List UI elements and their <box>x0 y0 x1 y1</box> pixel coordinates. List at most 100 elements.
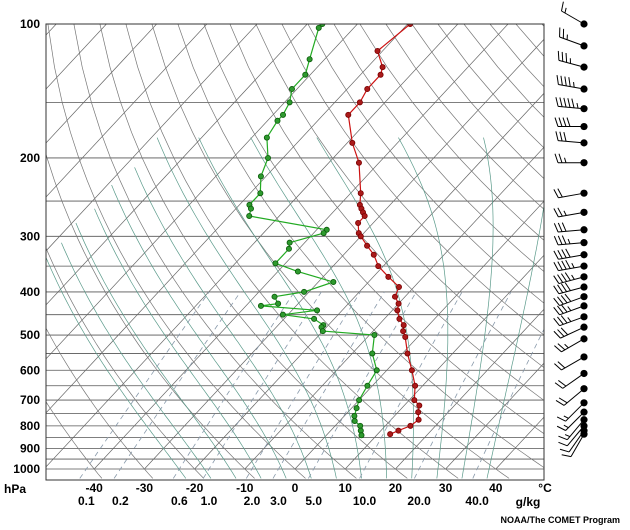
dewpoint-point <box>257 173 264 180</box>
dry-adiabat-line <box>177 24 544 469</box>
wind-barb-feather <box>559 131 563 142</box>
dewpoint-point <box>265 154 272 161</box>
wind-barb-feather <box>564 272 571 281</box>
wind-barb <box>561 430 588 458</box>
wind-barb-feather <box>564 76 567 86</box>
temperature-point <box>355 219 362 226</box>
wind-barb-staff <box>558 265 585 272</box>
temperature-point <box>356 99 363 106</box>
wind-barb-staff <box>561 338 585 353</box>
wind-barb <box>554 369 588 389</box>
pressure-tick-label: 400 <box>20 285 40 299</box>
pressure-tick-label: 600 <box>20 363 40 377</box>
temperature-point <box>364 242 371 249</box>
wind-barb <box>553 248 588 260</box>
wind-barb-feather <box>566 117 571 127</box>
dry-adiabat-line <box>463 24 544 118</box>
wind-barb-staff <box>560 326 585 339</box>
wind-barb-feather <box>560 295 568 304</box>
temperature-point <box>357 233 364 240</box>
wind-barb-staff <box>563 388 585 406</box>
temperature-point <box>411 397 418 404</box>
wind-barb-half-feather <box>571 274 575 280</box>
dewpoint-point <box>369 350 376 357</box>
wind-barb-half-feather <box>564 434 571 438</box>
wind-barb-feather <box>559 448 570 453</box>
wind-barb-half-feather <box>564 343 569 349</box>
wind-barb <box>553 313 588 327</box>
wind-barb-dot <box>580 42 588 50</box>
temperature-point <box>402 333 409 340</box>
temperature-point <box>392 293 399 300</box>
dry-adiabat-line <box>333 24 544 272</box>
wind-barb <box>554 353 588 371</box>
moist-adiabat-line <box>94 208 262 479</box>
wind-barb-staff <box>565 402 585 422</box>
wind-barb-feather <box>567 98 571 108</box>
isotherm-line <box>46 24 308 306</box>
wind-barb-feather <box>554 117 559 127</box>
temperature-point <box>415 416 422 423</box>
moist-adiabat-line <box>461 137 494 479</box>
dewpoint-point <box>263 134 270 141</box>
isotherm-line <box>495 416 544 470</box>
temperature-point <box>395 300 402 307</box>
dewpoint-point <box>286 239 293 246</box>
isotherm-line <box>294 200 544 470</box>
mixing-ratio-tick-label: 1.0 <box>201 494 218 508</box>
wind-barb-feather <box>561 260 567 270</box>
wind-barb-feather <box>558 117 563 127</box>
mixing-ratio-tick-label: 5.0 <box>305 494 322 508</box>
isotherm-line <box>144 38 544 470</box>
temperature-point <box>385 273 392 280</box>
mixing-ratio-line <box>79 291 210 479</box>
wind-barb-feather <box>558 380 567 387</box>
dewpoint-point <box>314 307 321 314</box>
wind-barb <box>558 416 588 441</box>
wind-barb-staff <box>559 296 585 307</box>
temperature-tick-label: 30 <box>439 481 453 495</box>
wind-barb-feather <box>560 1 564 12</box>
moist-adiabat-line <box>250 137 387 479</box>
dry-adiabat-line <box>229 24 544 401</box>
wind-barb-staff <box>558 242 585 246</box>
dewpoint-point <box>247 205 254 212</box>
temperature-tick-label: -40 <box>86 481 104 495</box>
dewpoint-point <box>272 260 279 267</box>
pressure-tick-label: 200 <box>20 151 40 165</box>
dewpoint-point <box>311 315 318 322</box>
mixing-ratio-line <box>414 291 512 479</box>
dewpoint-point <box>246 212 253 219</box>
wind-barb-feather <box>553 223 559 233</box>
dewpoint-point <box>294 268 301 275</box>
wind-barb <box>553 235 588 247</box>
wind-barb-feather <box>560 273 568 282</box>
pressure-tick-label: 700 <box>20 393 40 407</box>
wind-barb <box>554 153 588 167</box>
dry-adiabat-line <box>203 24 544 435</box>
isotherm-line <box>395 308 544 470</box>
dewpoint-point <box>315 24 322 31</box>
pressure-tick-label: 1000 <box>13 462 40 476</box>
wind-barb-feather <box>560 283 568 292</box>
wind-barb-feather <box>560 327 569 336</box>
temperature-point <box>416 402 423 409</box>
wind-barb-feather <box>553 285 560 295</box>
temperature-point <box>374 48 381 55</box>
wind-barb-half-feather <box>564 157 567 163</box>
dewpoint-point <box>356 397 363 404</box>
wind-barb-feather <box>557 274 564 283</box>
wind-barb <box>553 188 588 199</box>
temperature-point <box>394 307 401 314</box>
wind-barb <box>553 259 588 272</box>
temperature-tick-label: 10 <box>339 481 353 495</box>
temperature-point <box>400 322 407 329</box>
dry-adiabat-line <box>47 24 306 479</box>
wind-barb-staff <box>559 316 585 327</box>
dry-adiabat-line <box>46 327 154 479</box>
dewpoint-point <box>288 86 295 93</box>
wind-barb-feather <box>555 131 559 141</box>
dewpoint-point <box>357 422 364 429</box>
